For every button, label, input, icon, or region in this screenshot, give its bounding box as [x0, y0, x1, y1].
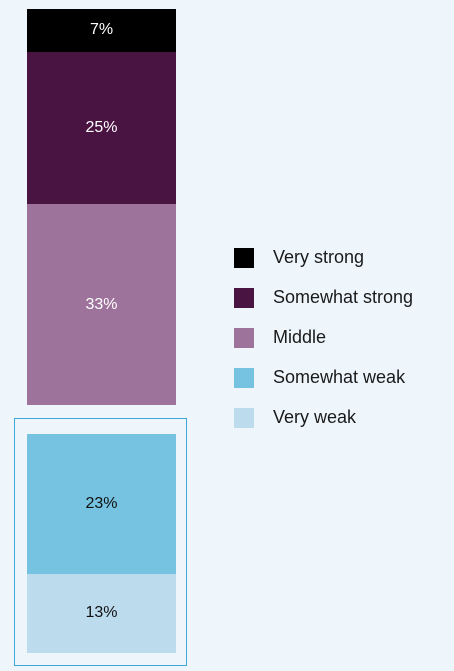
data-label-middle: 33% — [85, 295, 118, 313]
legend-swatch-middle — [234, 327, 254, 348]
data-label-very-strong: 7% — [89, 21, 114, 39]
bar-segment-very-weak: 13% — [27, 573, 176, 654]
data-label-somewhat-strong: 25% — [85, 118, 118, 136]
stack-upper-group: 7% 25% 33% — [27, 9, 176, 406]
legend-label-somewhat-weak: Somewhat weak — [273, 367, 406, 387]
bar-segment-somewhat-weak: 23% — [27, 433, 176, 574]
legend-swatch-very-weak — [234, 407, 254, 428]
data-label-very-weak: 13% — [85, 604, 118, 622]
legend-item-middle: Middle — [234, 324, 413, 351]
bar-segment-somewhat-strong: 25% — [27, 51, 176, 205]
legend-item-very-strong: Very strong — [234, 244, 413, 271]
legend-label-somewhat-strong: Somewhat strong — [273, 287, 414, 307]
bar-segment-middle: 33% — [27, 204, 176, 406]
legend: Very strong Somewhat strong Middle Somewhat… — [234, 244, 413, 444]
legend-item-somewhat-weak: Somewhat weak — [234, 364, 413, 391]
legend-label-very-strong: Very strong — [273, 247, 365, 267]
highlight-frame — [14, 417, 187, 667]
legend-label-middle: Middle — [273, 327, 327, 347]
legend-item-somewhat-strong: Somewhat strong — [234, 284, 413, 311]
legend-swatch-very-strong — [234, 247, 254, 268]
data-label-somewhat-weak: 23% — [85, 494, 118, 512]
legend-label-very-weak: Very weak — [273, 407, 357, 427]
stack-lower-group: 23% 13% — [27, 433, 176, 654]
legend-swatch-somewhat-strong — [234, 287, 254, 308]
legend-swatch-somewhat-weak — [234, 367, 254, 388]
legend-item-very-weak: Very weak — [234, 404, 413, 431]
bar-segment-very-strong: 7% — [27, 9, 176, 52]
